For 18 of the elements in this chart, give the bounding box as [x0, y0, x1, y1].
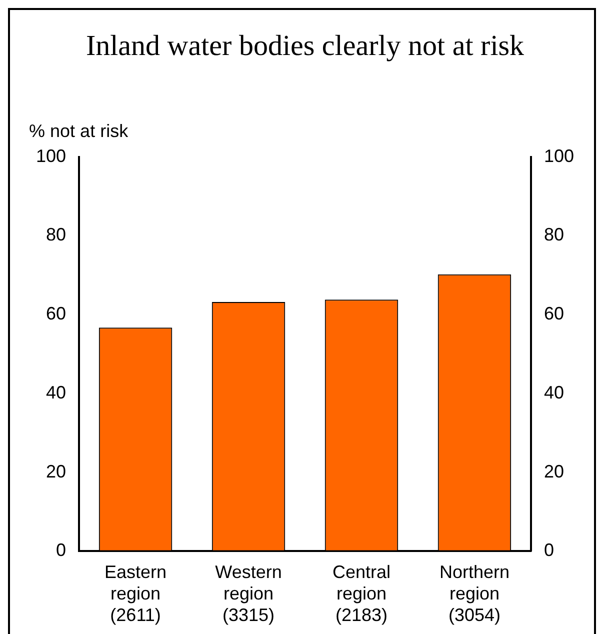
y2-tick-label: 100 [544, 146, 574, 166]
y-tick-label: 100 [36, 146, 66, 166]
y2-tick-label: 0 [544, 540, 554, 560]
y-tick-label: 20 [46, 461, 66, 482]
x-tick-label: Western region (3315) [215, 562, 282, 626]
y-tick-label: 40 [46, 382, 66, 402]
y2-tick-label: 40 [544, 382, 564, 402]
y2-tick-label: 60 [544, 304, 564, 324]
x-tick-label: Eastern region (2611) [104, 562, 167, 626]
chart-title: Inland water bodies clearly not at risk [86, 30, 525, 62]
y2-tick-label: 80 [544, 224, 564, 245]
y-axis-title: % not at risk [29, 120, 130, 141]
y-tick-label: 80 [46, 224, 66, 245]
y-tick-label: 0 [56, 540, 66, 560]
y-tick-label: 60 [46, 304, 66, 324]
x-tick-label: Northern region (3054) [439, 562, 510, 626]
y2-tick-label: 20 [544, 461, 564, 482]
x-tick-label: Central region (2183) [332, 562, 391, 626]
